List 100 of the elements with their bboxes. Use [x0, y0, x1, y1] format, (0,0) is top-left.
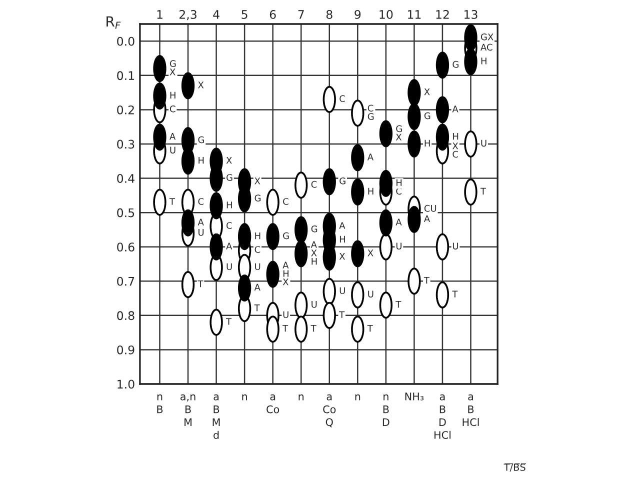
data-label: C	[254, 246, 260, 253]
text: n B	[157, 394, 163, 414]
data-label: A	[170, 133, 176, 140]
data-label: X	[339, 253, 345, 260]
x-tick-label: 6	[270, 10, 276, 19]
text: a B M d	[212, 394, 220, 439]
text: T̅/̅B̅S̅	[504, 463, 526, 472]
text: n	[355, 394, 360, 400]
data-label: G	[226, 174, 232, 181]
x-tick-label: 8	[326, 10, 332, 19]
data-label: U	[170, 146, 176, 154]
x-tick-label: 1	[157, 10, 162, 19]
y-tick-label: 0.4	[117, 174, 134, 183]
data-label: U	[396, 242, 402, 250]
data-label: A H X	[282, 262, 289, 286]
data-label: U	[226, 263, 232, 270]
data-label: U	[452, 242, 458, 250]
text: n	[242, 394, 247, 400]
data-label: G	[452, 60, 458, 68]
data-label: A	[452, 106, 458, 112]
data-label: G X	[396, 125, 402, 140]
data-label: U	[481, 140, 486, 147]
data-label: T	[367, 325, 373, 332]
y-tick-label: 1.0	[118, 380, 134, 389]
data-label: G	[340, 178, 346, 184]
data-label: T	[396, 301, 402, 308]
data-label: G	[198, 136, 204, 144]
y-tick-label: 0.8	[117, 311, 134, 320]
data-label: C G	[368, 104, 374, 120]
data-label: X	[254, 178, 260, 184]
data-label: T	[226, 318, 232, 325]
data-label: X	[198, 82, 204, 88]
data-label: U	[255, 263, 260, 270]
data-label: A	[226, 242, 232, 250]
data-label: G	[283, 232, 289, 240]
x-tick-label: 12	[436, 10, 449, 19]
data-label: U	[283, 311, 288, 318]
data-label: AC	[480, 44, 492, 51]
data-label: C	[226, 222, 232, 229]
data-label: X	[226, 157, 232, 164]
text: a B D HCl	[434, 394, 450, 439]
data-label: H	[368, 188, 374, 194]
data-label: A	[339, 222, 346, 229]
data-label: T	[282, 325, 288, 332]
data-label: H	[226, 202, 232, 208]
text: NH₃	[405, 392, 424, 400]
x-tick-label: 11	[408, 10, 421, 19]
data-label: G	[424, 112, 430, 120]
text: n B D	[382, 394, 390, 426]
data-label: T	[424, 277, 430, 284]
text: a B HCl	[462, 394, 479, 426]
y-tick-label: 0.6	[117, 242, 134, 252]
text: n	[298, 394, 304, 400]
y-tick-label: 0.7	[117, 276, 134, 286]
data-label: U	[312, 301, 317, 308]
text: a Co	[266, 394, 280, 414]
data-label: U	[198, 229, 204, 236]
y-tick-label: 0.0	[117, 36, 134, 46]
data-label: T	[339, 311, 345, 318]
y-axis-title: R$_{F}$	[106, 16, 121, 29]
data-label: A	[254, 284, 260, 290]
data-label: H	[424, 140, 430, 146]
data-label: CU	[424, 204, 436, 212]
data-label: X	[368, 250, 374, 256]
data-label: GX	[480, 34, 494, 40]
data-label: X C	[452, 142, 458, 158]
data-label: H	[481, 58, 486, 64]
data-label: C	[311, 180, 317, 188]
data-label: H	[170, 92, 176, 98]
y-tick-label: 0.1	[117, 71, 134, 80]
y-tick-label: 0.5	[117, 208, 134, 218]
data-label: T	[198, 280, 204, 288]
text: a,n B M	[180, 394, 196, 426]
data-label: T	[452, 290, 458, 298]
y-tick-label: 0.9	[117, 345, 134, 354]
x-tick-label: 2,3	[179, 10, 196, 20]
data-label: H	[453, 133, 458, 140]
data-label: T	[169, 198, 176, 205]
x-tick-label: 5	[242, 10, 248, 19]
x-tick-label: 13	[464, 10, 478, 19]
data-label: A	[198, 218, 204, 226]
data-label: T	[480, 188, 486, 194]
data-label: U	[368, 290, 374, 298]
x-tick-label: 10	[380, 10, 393, 19]
data-label: C	[170, 106, 176, 112]
data-label: X	[424, 88, 430, 96]
x-tick-label: 9	[354, 10, 361, 19]
data-label: T	[254, 304, 260, 312]
data-label: H	[396, 179, 402, 186]
data-label: A	[424, 215, 430, 222]
y-tick-label: 0.3	[117, 140, 134, 149]
data-label: U	[340, 287, 345, 294]
data-label: H	[340, 236, 345, 242]
data-label: G X	[170, 60, 176, 76]
text: a Co Q	[323, 394, 336, 428]
data-label: T	[310, 325, 316, 332]
x-tick-label: 7	[298, 10, 304, 19]
data-label: C	[340, 95, 345, 102]
data-label: A	[367, 154, 374, 160]
data-label: H	[255, 232, 260, 240]
